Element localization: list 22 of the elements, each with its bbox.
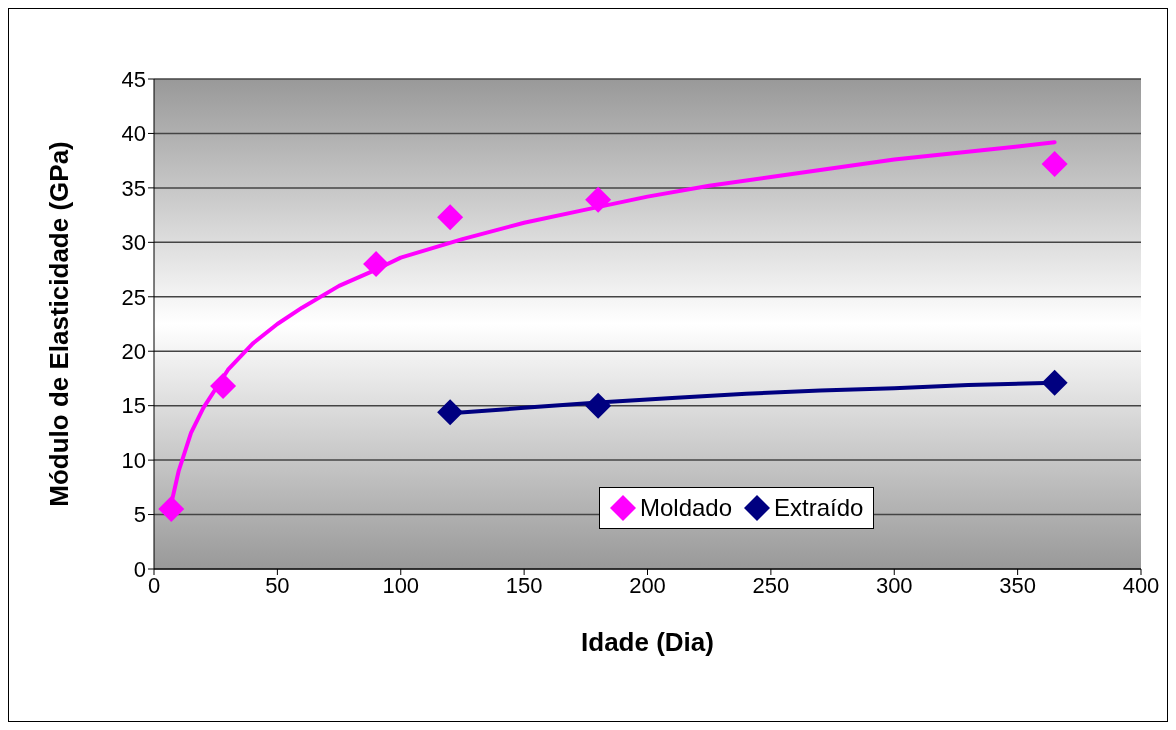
y-tick-label: 0 (133, 556, 146, 582)
x-tick-label: 100 (382, 572, 420, 598)
x-axis-title: Idade (Dia) (581, 627, 714, 657)
x-tick-label: 50 (265, 572, 290, 598)
y-tick-label: 20 (121, 339, 146, 365)
y-tick-label: 5 (133, 502, 146, 528)
x-tick-label: 300 (875, 572, 913, 598)
x-tick-label: 400 (1122, 572, 1160, 598)
x-tick-label: 150 (505, 572, 543, 598)
legend-label: Extraído (773, 494, 864, 522)
y-tick-label: 25 (121, 284, 146, 310)
legend-label: Moldado (639, 494, 733, 522)
x-tick-label: 350 (999, 572, 1036, 598)
y-tick-label: 10 (121, 447, 146, 473)
y-axis-title: Módulo de Elasticidade (GPa) (44, 141, 75, 507)
y-tick-label: 15 (121, 393, 146, 419)
y-tick-label: 30 (121, 230, 146, 256)
y-tick-label: 40 (121, 121, 146, 147)
y-tick-label: 45 (121, 66, 146, 92)
x-tick-label: 250 (752, 572, 790, 598)
x-tick-label: 200 (629, 572, 666, 598)
y-tick-label: 35 (121, 175, 146, 201)
